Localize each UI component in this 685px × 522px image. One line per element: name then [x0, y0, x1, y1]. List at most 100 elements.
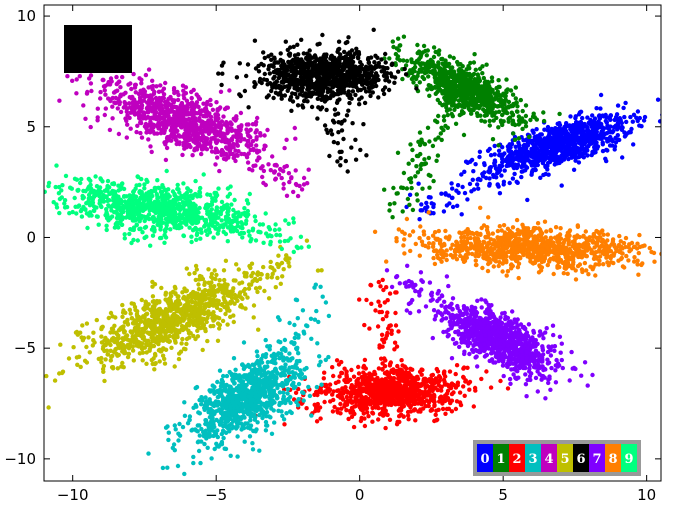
point [555, 132, 559, 136]
point [274, 376, 278, 380]
point [517, 114, 521, 118]
point [275, 163, 279, 167]
point [515, 166, 519, 170]
point [520, 157, 524, 161]
point [174, 427, 178, 431]
point [236, 149, 240, 153]
point [383, 401, 387, 405]
point [473, 386, 477, 390]
point [446, 113, 450, 117]
point [496, 78, 500, 82]
point [472, 72, 476, 76]
point [327, 314, 331, 318]
point [422, 395, 426, 399]
point [182, 141, 186, 145]
point [529, 160, 533, 164]
point [249, 423, 253, 427]
point [426, 74, 430, 78]
point [245, 389, 249, 393]
point [163, 81, 167, 85]
point [405, 59, 409, 63]
point [514, 85, 518, 89]
point [460, 185, 464, 189]
point [308, 394, 312, 398]
point [198, 411, 202, 415]
point [225, 322, 229, 326]
point [458, 390, 462, 394]
point [343, 385, 347, 389]
point [174, 123, 178, 127]
point [445, 407, 449, 411]
point [500, 93, 504, 97]
point [448, 54, 452, 58]
point [496, 94, 500, 98]
point [377, 280, 381, 284]
point [456, 383, 460, 387]
point [511, 176, 515, 180]
point [129, 96, 133, 100]
point [439, 57, 443, 61]
point [187, 137, 191, 141]
point [491, 137, 495, 141]
point [158, 83, 162, 87]
point [425, 53, 429, 57]
point [364, 395, 368, 399]
point [580, 116, 584, 120]
point [368, 385, 372, 389]
point [370, 411, 374, 415]
point [234, 415, 238, 419]
point [391, 45, 395, 49]
point [401, 373, 405, 377]
point [459, 172, 463, 176]
point [233, 129, 237, 133]
point [161, 466, 165, 470]
point [496, 85, 500, 89]
point [251, 122, 255, 126]
point [146, 104, 150, 108]
point [296, 316, 300, 320]
point [307, 168, 311, 172]
point [259, 166, 263, 170]
point [511, 113, 515, 117]
point [363, 358, 367, 362]
point [397, 414, 401, 418]
point [448, 85, 452, 89]
point [280, 414, 284, 418]
point [548, 154, 552, 158]
point [246, 133, 250, 137]
point [407, 203, 411, 207]
point [557, 158, 561, 162]
point [407, 162, 411, 166]
point [431, 205, 435, 209]
point [367, 326, 371, 330]
point [315, 419, 319, 423]
point [196, 105, 200, 109]
point [193, 427, 197, 431]
point [452, 383, 456, 387]
point [208, 415, 212, 419]
point [442, 209, 446, 213]
point [314, 309, 318, 313]
point [229, 406, 233, 410]
point [432, 45, 436, 49]
point [251, 164, 255, 168]
point [406, 413, 410, 417]
point [127, 101, 131, 105]
point [211, 324, 215, 328]
point [439, 388, 443, 392]
point [285, 391, 289, 395]
point [502, 151, 506, 155]
point [470, 158, 474, 162]
point [529, 153, 533, 157]
point [378, 284, 382, 288]
point [530, 141, 534, 145]
point [408, 405, 412, 409]
point [295, 347, 299, 351]
point [622, 115, 626, 119]
point [634, 116, 638, 120]
point [535, 134, 539, 138]
point [197, 398, 201, 402]
point [96, 107, 100, 111]
point [211, 401, 215, 405]
point [434, 378, 438, 382]
